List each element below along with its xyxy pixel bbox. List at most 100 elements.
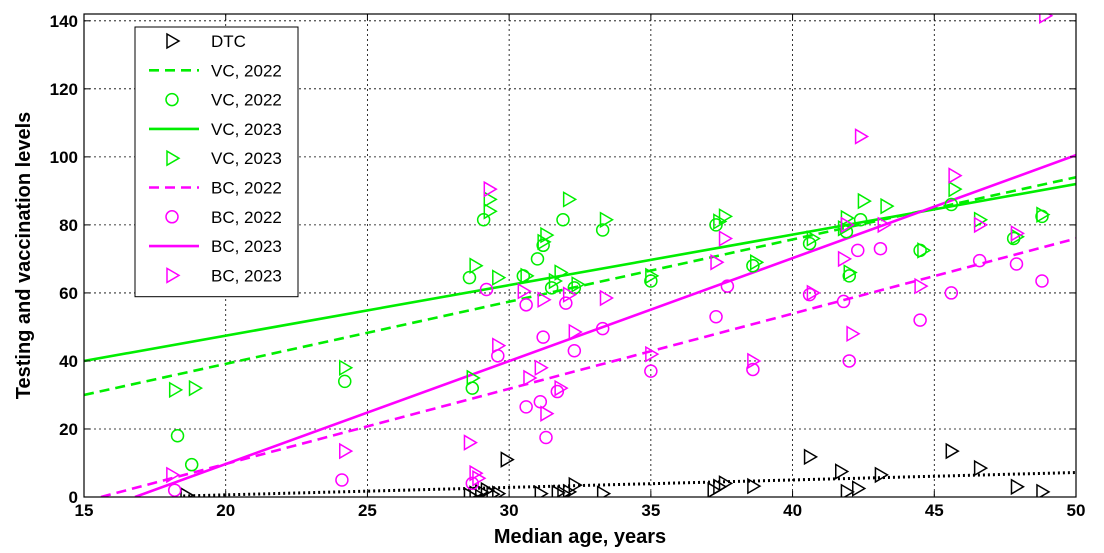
data-point <box>596 485 612 497</box>
data-point <box>492 269 507 286</box>
data-point <box>537 291 552 309</box>
data-point <box>644 274 658 288</box>
legend-marker-swatch <box>166 149 181 167</box>
data-point <box>873 241 888 256</box>
data-point <box>718 475 734 492</box>
data-point <box>944 286 959 300</box>
legend-marker-swatch <box>165 210 179 224</box>
y-tick-label: 60 <box>59 284 78 303</box>
data-point <box>539 430 553 445</box>
data-point <box>469 464 484 482</box>
data-point <box>519 400 533 414</box>
data-point <box>534 359 549 377</box>
data-point <box>644 364 658 378</box>
x-tick-label: 25 <box>358 501 377 520</box>
data-point <box>536 330 550 344</box>
data-point <box>339 359 354 377</box>
data-point <box>469 257 484 275</box>
data-point <box>536 238 550 253</box>
legend-label: VC, 2023 <box>211 149 282 168</box>
legend-label: BC, 2023 <box>211 266 282 285</box>
data-point <box>335 473 349 487</box>
plot-frame <box>83 13 1077 498</box>
x-tick-label: 30 <box>500 501 519 520</box>
legend-marker-swatch <box>165 92 179 107</box>
data-point <box>851 243 865 258</box>
data-point <box>516 269 531 283</box>
data-point <box>846 325 861 343</box>
data-point <box>842 269 857 283</box>
data-point <box>520 267 535 285</box>
data-point <box>544 281 559 295</box>
trend-line <box>100 237 1076 497</box>
data-point <box>567 343 582 358</box>
y-tick-label: 120 <box>50 80 78 99</box>
data-point <box>645 345 660 363</box>
data-point <box>880 197 895 215</box>
data-point <box>806 284 821 302</box>
data-point <box>914 277 929 295</box>
data-point <box>645 267 660 285</box>
data-point <box>556 213 570 227</box>
x-tick-label: 20 <box>216 501 235 520</box>
data-point <box>913 243 927 258</box>
x-tick-label: 35 <box>641 501 660 520</box>
data-point <box>483 191 498 208</box>
legend-label: BC, 2022 <box>211 208 282 227</box>
data-point <box>479 282 494 297</box>
data-point <box>973 216 989 234</box>
data-point <box>166 466 181 484</box>
data-point <box>842 354 857 368</box>
data-point <box>840 216 855 234</box>
data-point <box>852 480 867 497</box>
y-tick-label: 100 <box>50 148 78 167</box>
data-point <box>463 434 478 451</box>
data-point <box>540 405 555 422</box>
data-point <box>843 264 858 281</box>
data-point <box>492 485 507 497</box>
data-point <box>595 223 610 237</box>
data-point <box>837 250 853 268</box>
data-point <box>472 469 487 487</box>
y-tick-label: 140 <box>50 12 78 31</box>
data-point <box>599 211 614 229</box>
data-point <box>534 485 549 497</box>
data-point <box>718 230 734 247</box>
data-point <box>877 216 892 234</box>
data-point <box>917 242 932 259</box>
y-tick-label: 0 <box>69 488 78 507</box>
data-point <box>747 477 762 495</box>
data-point <box>973 459 989 477</box>
x-tick-label: 15 <box>75 501 94 520</box>
data-point <box>837 219 853 237</box>
trend-line <box>183 471 1076 497</box>
data-point <box>944 197 959 212</box>
data-point <box>537 233 552 251</box>
legend-label: BC, 2023 <box>211 237 282 256</box>
trend-line <box>134 153 1076 497</box>
legend-label: VC, 2023 <box>211 120 282 139</box>
legend-label: BC, 2022 <box>211 179 282 198</box>
legend-marker-swatch <box>166 32 181 50</box>
data-point <box>1010 225 1025 242</box>
data-point <box>840 483 855 497</box>
data-point <box>836 294 851 309</box>
y-axis-label: Testing and vaccination levels <box>13 112 35 400</box>
data-point <box>874 466 889 484</box>
y-tick-label: 20 <box>59 420 78 439</box>
axis-ticks: 15 20 25 30 35 40 45 50 0 20 40 60 80 100 120 140 <box>50 12 1086 520</box>
data-point <box>519 298 533 312</box>
y-tick-label: 40 <box>59 352 78 371</box>
data-point <box>835 463 850 480</box>
data-point <box>1035 274 1049 288</box>
data-point <box>167 483 182 497</box>
data-point <box>184 457 199 472</box>
data-point <box>530 252 545 266</box>
plot-area <box>84 14 1076 497</box>
data-point <box>802 236 817 251</box>
trend-line <box>84 182 1076 363</box>
data-point <box>568 323 583 341</box>
data-point <box>853 213 868 227</box>
data-point <box>550 384 565 399</box>
